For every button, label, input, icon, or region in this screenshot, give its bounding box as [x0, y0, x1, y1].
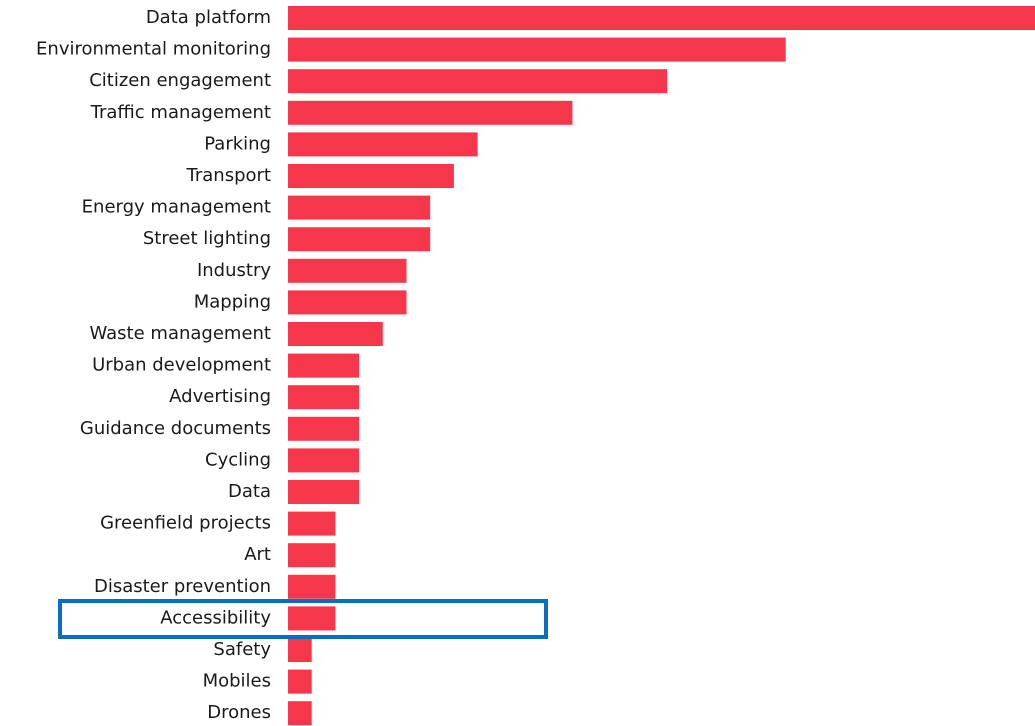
bar [288, 416, 360, 441]
bar [288, 227, 431, 252]
bar [288, 669, 312, 694]
bar [288, 258, 407, 283]
y-tick-label: Energy management [82, 197, 271, 218]
y-tick-label: Art [244, 544, 271, 565]
y-tick-label: Street lighting [143, 228, 271, 249]
y-tick-label: Guidance documents [80, 418, 271, 439]
bar [288, 574, 336, 599]
y-tick-label: Mapping [194, 291, 271, 312]
y-tick-label: Disaster prevention [94, 576, 271, 597]
y-tick-label: Mobiles [203, 671, 271, 692]
y-tick-label: Traffic management [90, 102, 271, 123]
y-tick-label: Accessibility [160, 607, 271, 628]
bar [288, 448, 360, 473]
y-tick-label: Environmental monitoring [36, 39, 271, 60]
bar [288, 606, 336, 631]
y-tick-label: Safety [213, 639, 271, 660]
bar [288, 638, 312, 662]
bar [288, 195, 431, 220]
bar [288, 290, 407, 315]
highlight-box [58, 599, 548, 639]
y-tick-label: Waste management [90, 323, 272, 344]
bar [288, 511, 336, 536]
bar [288, 6, 1035, 30]
y-tick-label: Transport [186, 165, 271, 186]
y-tick-label: Citizen engagement [89, 70, 271, 91]
bar [288, 353, 360, 378]
bar [288, 701, 312, 726]
y-tick-label: Drones [207, 702, 271, 723]
bar [288, 69, 668, 94]
y-tick-label: Cycling [205, 449, 271, 470]
y-tick-label: Parking [204, 133, 271, 154]
bar [288, 37, 786, 62]
bar [288, 132, 478, 157]
bar [288, 164, 454, 188]
y-tick-label: Industry [197, 260, 271, 281]
y-tick-label: Greenfield projects [100, 513, 271, 534]
y-tick-label: Data [228, 481, 271, 502]
bar [288, 543, 336, 568]
bar [288, 480, 360, 504]
bar [288, 322, 383, 346]
y-tick-label: Advertising [169, 386, 271, 407]
bar [288, 385, 360, 410]
y-tick-label: Urban development [92, 355, 271, 376]
bar [288, 100, 573, 125]
y-tick-label: Data platform [146, 7, 271, 28]
